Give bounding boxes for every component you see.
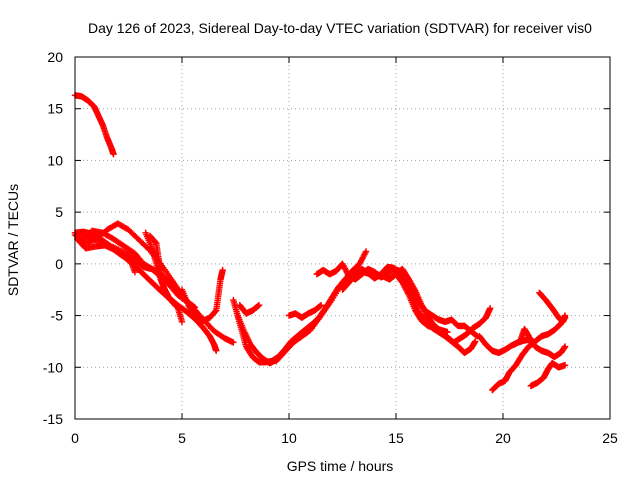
- x-tick-label: 20: [495, 430, 511, 446]
- x-tick-label: 0: [71, 430, 79, 446]
- data-point: [152, 239, 159, 246]
- series-track-e: [73, 235, 139, 276]
- x-axis-label: GPS time / hours: [287, 458, 394, 474]
- y-tick-label: 10: [47, 152, 63, 168]
- series-track-m: [285, 302, 325, 321]
- data-point: [212, 308, 219, 315]
- series-track-p: [392, 265, 494, 346]
- data-point: [402, 280, 410, 287]
- y-tick-label: 15: [47, 101, 63, 117]
- y-tick-label: 5: [55, 204, 63, 220]
- data-point: [219, 266, 226, 274]
- data-point: [411, 286, 418, 293]
- series-track-o: [339, 263, 479, 357]
- data-point: [110, 151, 117, 158]
- series-track-u: [527, 359, 569, 390]
- data-point: [230, 339, 237, 346]
- series-track-s: [510, 325, 569, 361]
- series-track-i: [230, 268, 451, 366]
- x-tick-label: 10: [281, 430, 297, 446]
- series-track-g: [146, 232, 171, 301]
- data-point: [561, 362, 569, 369]
- data-point: [174, 287, 181, 294]
- data-point: [131, 268, 139, 276]
- plot-frame: [74, 56, 611, 420]
- data-point: [255, 302, 263, 309]
- data-point: [486, 305, 494, 312]
- data-point: [173, 286, 180, 293]
- x-tick-label: 5: [178, 430, 186, 446]
- series-track-k: [236, 302, 263, 317]
- data-point: [561, 312, 569, 319]
- x-tick-label: 15: [388, 430, 404, 446]
- y-tick-label: 0: [55, 256, 63, 272]
- x-tick-label: 25: [602, 430, 618, 446]
- data-marks: [71, 92, 569, 394]
- y-tick-label: -10: [43, 359, 63, 375]
- chart-title: Day 126 of 2023, Sidereal Day-to-day VTE…: [88, 20, 592, 36]
- series-track-l: [272, 248, 370, 365]
- grid-lines: [75, 57, 610, 419]
- data-point: [317, 302, 325, 309]
- data-point: [213, 347, 220, 354]
- data-point: [163, 293, 171, 301]
- y-tick-label: -15: [43, 411, 63, 427]
- y-axis-label: SDTVAR / TECUs: [5, 184, 21, 296]
- series-track-h: [178, 266, 226, 324]
- data-point: [178, 318, 186, 325]
- data-point: [362, 248, 370, 255]
- series-track-t: [536, 289, 569, 325]
- y-tick-label: -5: [51, 308, 64, 324]
- series-track-early-high: [71, 92, 117, 158]
- data-point: [471, 338, 479, 345]
- data-point: [561, 343, 569, 350]
- y-tick-label: 20: [47, 49, 63, 65]
